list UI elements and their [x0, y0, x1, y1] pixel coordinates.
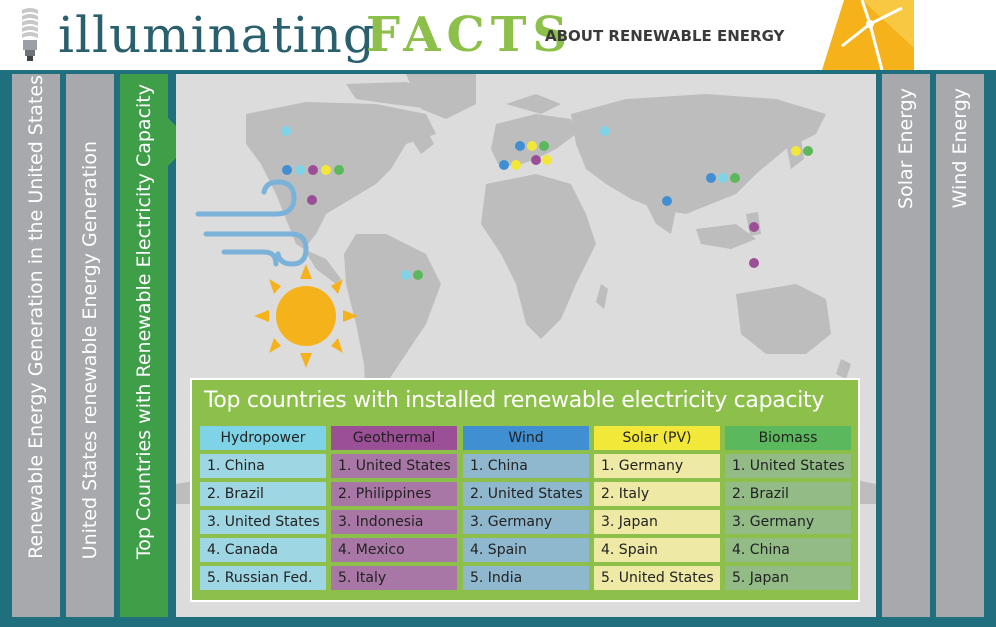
column-geothermal: Geothermal 1. United States 2. Philippin… — [331, 426, 457, 590]
list-item: 3. Germany — [725, 510, 851, 534]
tab-solar-energy[interactable]: Solar Energy — [882, 74, 930, 617]
tab-label: Solar Energy — [895, 88, 917, 209]
column-header: Hydropower — [200, 426, 326, 450]
country-dots — [281, 126, 813, 280]
list-item: 4. Canada — [200, 538, 326, 562]
column-header: Biomass — [725, 426, 851, 450]
list-item: 4. China — [725, 538, 851, 562]
column-solar-pv: Solar (PV) 1. Germany 2. Italy 3. Japan … — [594, 426, 720, 590]
tab-top-countries[interactable]: Top Countries with Renewable Electricity… — [120, 74, 168, 617]
tab-label: Renewable Energy Generation in the Unite… — [25, 75, 47, 559]
column-biomass: Biomass 1. United States 2. Brazil 3. Ge… — [725, 426, 851, 590]
tab-renewable-generation-us[interactable]: Renewable Energy Generation in the Unite… — [12, 74, 60, 617]
capacity-table: Top countries with installed renewable e… — [190, 378, 860, 602]
wind-icon — [195, 179, 309, 267]
list-item: 3. Germany — [463, 510, 589, 534]
column-hydropower: Hydropower 1. China 2. Brazil 3. United … — [200, 426, 326, 590]
list-item: 5. India — [463, 566, 589, 590]
title-main: illuminating — [58, 6, 376, 64]
list-item: 1. Germany — [594, 454, 720, 478]
list-item: 5. United States — [594, 566, 720, 590]
tab-wind-energy[interactable]: Wind Energy — [936, 74, 984, 617]
list-item: 1. China — [200, 454, 326, 478]
list-item: 3. Indonesia — [331, 510, 457, 534]
column-header: Wind — [463, 426, 589, 450]
bulb-icon — [22, 8, 38, 61]
list-item: 5. Italy — [331, 566, 457, 590]
list-item: 3. Japan — [594, 510, 720, 534]
list-item: 2. Brazil — [200, 482, 326, 506]
list-item: 1. United States — [331, 454, 457, 478]
column-header: Solar (PV) — [594, 426, 720, 450]
tab-label: United States renewable Energy Generatio… — [79, 140, 101, 559]
list-item: 1. China — [463, 454, 589, 478]
list-item: 5. Russian Fed. — [200, 566, 326, 590]
list-item: 3. United States — [200, 510, 326, 534]
table-title: Top countries with installed renewable e… — [204, 388, 825, 413]
list-item: 2. Italy — [594, 482, 720, 506]
list-item: 4. Spain — [463, 538, 589, 562]
list-item: 2. Philippines — [331, 482, 457, 506]
title-accent: FACTS — [366, 7, 574, 63]
column-header: Geothermal — [331, 426, 457, 450]
tab-label: Top Countries with Renewable Electricity… — [133, 83, 155, 559]
tab-us-renewable-generation[interactable]: United States renewable Energy Generatio… — [66, 74, 114, 617]
list-item: 4. Mexico — [331, 538, 457, 562]
column-wind: Wind 1. China 2. United States 3. German… — [463, 426, 589, 590]
list-item: 2. United States — [463, 482, 589, 506]
list-item: 4. Spain — [594, 538, 720, 562]
title-subtitle: ABOUT RENEWABLE ENERGY — [545, 27, 785, 45]
list-item: 2. Brazil — [725, 482, 851, 506]
wind-turbine-logo-icon — [822, 0, 914, 70]
tab-label: Wind Energy — [949, 88, 971, 209]
list-item: 5. Japan — [725, 566, 851, 590]
header: illuminating FACTS ABOUT RENEWABLE ENERG… — [0, 0, 996, 70]
sun-icon — [254, 264, 358, 368]
list-item: 1. United States — [725, 454, 851, 478]
